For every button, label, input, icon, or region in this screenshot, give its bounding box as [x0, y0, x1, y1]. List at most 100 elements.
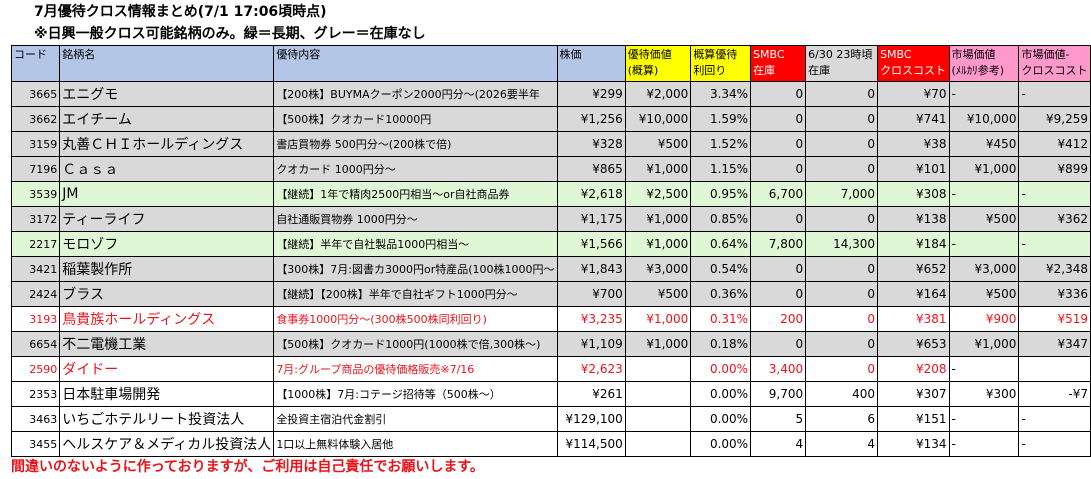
page-subtitle: ※日興一般クロス可能銘柄のみ。緑＝長期、グレー＝在庫なし [34, 26, 426, 42]
header-name: 銘柄名 [59, 45, 275, 82]
stock-code-cell: 3463 [10, 406, 61, 432]
cross-cost-cell: ¥307 [877, 381, 950, 407]
stock-code-cell: 7196 [10, 156, 61, 182]
benefit-value-cell: ¥500 [624, 281, 692, 307]
benefit-yield-cell: 1.52% [690, 131, 752, 157]
table-row: 7196 Ｃａｓａ クオカード 1000円分～ ¥865 ¥1,000 1.15% 0 0 ¥1… [10, 156, 1091, 182]
benefit-content-cell: 【200株】BUYMAクーポン2000円分～(2026要半年 [273, 81, 558, 107]
table-row: 2353 日本駐車場開発 【1000株】7月:コテージ招待等（500株～） ¥261 0… [10, 381, 1091, 407]
benefit-yield-cell: 0.36% [690, 281, 752, 307]
benefit-content-cell: 全投資主宿泊代金割引 [273, 406, 558, 432]
table-row: 3662 エイチーム 【500株】クオカード10000円 ¥1,256 ¥10,000 1… [10, 106, 1091, 132]
market-value-cell: ¥1,000 [948, 156, 1020, 182]
stock-code-cell: 3665 [10, 81, 61, 107]
table-row: 3159 丸善ＣＨＩホールディングス 書店買物券 500円分～(200株で倍) ¥32… [10, 131, 1091, 157]
cross-cost-cell: ¥138 [877, 206, 950, 232]
market-value-cell: ¥450 [948, 131, 1020, 157]
cross-cost-cell: ¥70 [877, 81, 950, 107]
benefit-yield-cell: 0.85% [690, 206, 752, 232]
cross-cost-cell: ¥208 [877, 356, 950, 382]
benefit-yield-cell: 0.64% [690, 231, 752, 257]
stock-price-cell: ¥1,109 [556, 331, 626, 357]
benefit-yield-cell: 0.00% [690, 431, 752, 457]
stock-price-cell: ¥114,500 [556, 431, 626, 457]
header-yield: 概算優待 利回り [690, 45, 752, 82]
value-minus-cost-cell: ¥347 [1018, 331, 1091, 357]
table-row: 3172 ティーライフ 自社通販買物券 1000円分～ ¥1,175 ¥1,000 0.8… [10, 206, 1091, 232]
benefit-value-cell [624, 431, 692, 457]
stock-code-cell: 2424 [10, 281, 61, 307]
cross-cost-cell: ¥653 [877, 331, 950, 357]
benefit-content-cell: 自社通販買物券 1000円分～ [273, 206, 558, 232]
value-minus-cost-cell: ¥362 [1018, 206, 1091, 232]
table-row: 3193 鳥貴族ホールディングス 食事券1000円分～(300株500株同利回り) ¥… [10, 306, 1091, 332]
disclaimer: 間違いのないように作っておりますが、ご利用は自己責任でお願いします。 [11, 459, 484, 475]
smbc-stock-cell: 5 [750, 406, 807, 432]
stock-code-cell: 3193 [10, 306, 61, 332]
table-row: 2217 モロゾフ 【継続】半年で自社製品1000円相当～ ¥1,566 ¥1,000 0… [10, 231, 1091, 257]
benefit-content-cell: 【500株】クオカード1000円(1000株で倍,300株～) [273, 331, 558, 357]
value-minus-cost-cell: - [1018, 181, 1091, 207]
benefit-content-cell: 【300株】7月:図書カ3000円or特産品(100株1000円～ [273, 256, 558, 282]
stock-code-cell: 3455 [10, 431, 61, 457]
stock-name-cell: 日本駐車場開発 [59, 381, 275, 407]
smbc-stock-cell: 9,700 [750, 381, 807, 407]
value-minus-cost-cell: ¥336 [1018, 281, 1091, 307]
benefit-yield-cell: 0.00% [690, 406, 752, 432]
cross-cost-cell: ¥652 [877, 256, 950, 282]
market-value-cell: - [948, 406, 1020, 432]
table-row: 3539 JM 【継続】1年で精肉2500円相当～or自社商品券 ¥2,618 ¥2,5… [10, 181, 1091, 207]
stock-name-cell: エイチーム [59, 106, 275, 132]
stock-code-cell: 2590 [10, 356, 61, 382]
page-title: 7月優待クロス情報まとめ(7/1 17:06頃時点) [34, 4, 327, 20]
market-value-cell: ¥300 [948, 381, 1020, 407]
benefit-value-cell [624, 356, 692, 382]
cross-cost-cell: ¥381 [877, 306, 950, 332]
stock-code-cell: 3662 [10, 106, 61, 132]
cross-info-table: コード 銘柄名 優待内容 株価 優待価値 (概算) 概算優待 利回り SMBC 在庫 … [10, 45, 1091, 457]
stock-name-cell: JM [59, 181, 275, 207]
smbc-stock-cell: 0 [750, 281, 807, 307]
smbc-stock-cell: 200 [750, 306, 807, 332]
smbc-stock-cell: 3,400 [750, 356, 807, 382]
stock-name-cell: ブラス [59, 281, 275, 307]
value-minus-cost-cell: ¥2,348 [1018, 256, 1091, 282]
stock-name-cell: モロゾフ [59, 231, 275, 257]
value-minus-cost-cell: -¥7 [1018, 381, 1091, 407]
benefit-value-cell: ¥1,000 [624, 156, 692, 182]
stock-0630-cell: 14,300 [805, 231, 879, 257]
stock-name-cell: エニグモ [59, 81, 275, 107]
stock-name-cell: 不二電機工業 [59, 331, 275, 357]
cross-cost-cell: ¥101 [877, 156, 950, 182]
market-value-cell: ¥1,000 [948, 331, 1020, 357]
market-value-cell: ¥900 [948, 306, 1020, 332]
benefit-yield-cell: 0.31% [690, 306, 752, 332]
benefit-yield-cell: 1.59% [690, 106, 752, 132]
stock-0630-cell: 4 [805, 431, 879, 457]
stock-0630-cell: 0 [805, 281, 879, 307]
smbc-stock-cell: 6,700 [750, 181, 807, 207]
cross-cost-cell: ¥134 [877, 431, 950, 457]
stock-price-cell: ¥1,256 [556, 106, 626, 132]
smbc-stock-cell: 0 [750, 81, 807, 107]
benefit-value-cell: ¥10,000 [624, 106, 692, 132]
stock-code-cell: 6654 [10, 331, 61, 357]
stock-name-cell: ヘルスケア＆メディカル投資法人 [59, 431, 275, 457]
stock-price-cell: ¥1,175 [556, 206, 626, 232]
stock-price-cell: ¥2,623 [556, 356, 626, 382]
stock-code-cell: 2217 [10, 231, 61, 257]
benefit-yield-cell: 0.00% [690, 381, 752, 407]
benefit-content-cell: 1口以上無料体験入居他 [273, 431, 558, 457]
benefit-content-cell: 【継続】【200株】半年で自社ギフト1000円分～ [273, 281, 558, 307]
table-row: 3455 ヘルスケア＆メディカル投資法人 1口以上無料体験入居他 ¥114,500 0.… [10, 431, 1091, 457]
cross-cost-cell: ¥741 [877, 106, 950, 132]
table-row: 6654 不二電機工業 【500株】クオカード1000円(1000株で倍,300株～… [10, 331, 1091, 357]
value-minus-cost-cell [1018, 356, 1091, 382]
market-value-cell: ¥500 [948, 206, 1020, 232]
stock-0630-cell: 0 [805, 131, 879, 157]
stock-price-cell: ¥865 [556, 156, 626, 182]
benefit-yield-cell: 0.18% [690, 331, 752, 357]
smbc-stock-cell: 4 [750, 431, 807, 457]
stock-code-cell: 3172 [10, 206, 61, 232]
stock-0630-cell: 0 [805, 256, 879, 282]
